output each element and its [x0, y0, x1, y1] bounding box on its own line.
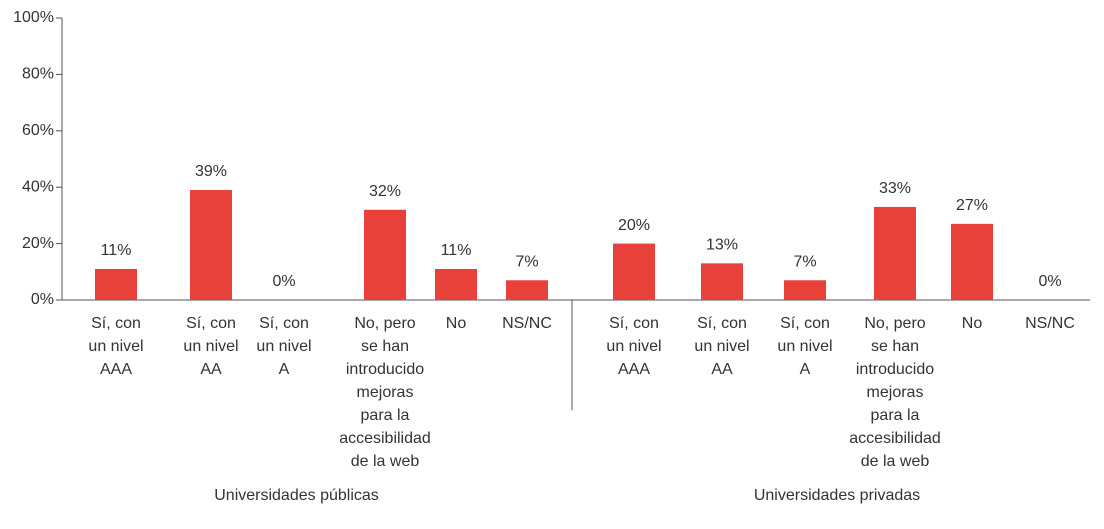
value-label: 27%: [956, 197, 988, 214]
bar: [874, 206, 916, 300]
value-label: 32%: [369, 183, 401, 200]
bar: [784, 280, 826, 300]
y-tick-label: 20%: [22, 235, 54, 252]
y-tick-label: 80%: [22, 66, 54, 83]
value-label: 7%: [793, 253, 816, 270]
y-tick-label: 40%: [22, 178, 54, 195]
bar: [701, 263, 743, 300]
bar: [364, 209, 406, 300]
x-tick-label: Sí, con un nivel A: [777, 315, 832, 378]
x-tick-label: NS/NC: [1025, 315, 1075, 332]
x-tick-label: Sí, con un nivel AAA: [606, 315, 661, 378]
value-label: 0%: [272, 273, 295, 290]
x-tick-label: Sí, con un nivel A: [256, 315, 311, 378]
y-tick-label: 100%: [13, 9, 54, 26]
bar: [190, 190, 232, 300]
value-label: 11%: [101, 242, 132, 259]
bar: [951, 223, 993, 300]
x-tick-label: No: [962, 315, 983, 332]
y-tick-label: 0%: [31, 291, 54, 308]
value-label: 39%: [195, 163, 227, 180]
value-label: 20%: [618, 217, 650, 234]
x-tick-label: No: [446, 315, 467, 332]
value-label: 7%: [515, 253, 538, 270]
bar: [506, 280, 548, 300]
x-tick-label: Sí, con un nivel AA: [183, 315, 238, 378]
bar: [435, 268, 477, 300]
bar: [95, 268, 137, 300]
x-tick-label: NS/NC: [502, 315, 552, 332]
y-tick-label: 60%: [22, 122, 54, 139]
group-label: Universidades privadas: [754, 487, 920, 504]
value-label: 11%: [441, 242, 472, 259]
bar: [613, 243, 655, 300]
x-tick-label: No, pero se han introducido mejoras para la a…: [849, 315, 941, 470]
group-label: Universidades públicas: [214, 487, 379, 504]
value-label: 33%: [879, 180, 911, 197]
x-tick-label: Sí, con un nivel AAA: [88, 315, 143, 378]
value-label: 0%: [1038, 273, 1061, 290]
x-tick-label: Sí, con un nivel AA: [694, 315, 749, 378]
value-label: 13%: [706, 237, 738, 254]
x-tick-label: No, pero se han introducido mejoras para la a…: [339, 315, 431, 470]
